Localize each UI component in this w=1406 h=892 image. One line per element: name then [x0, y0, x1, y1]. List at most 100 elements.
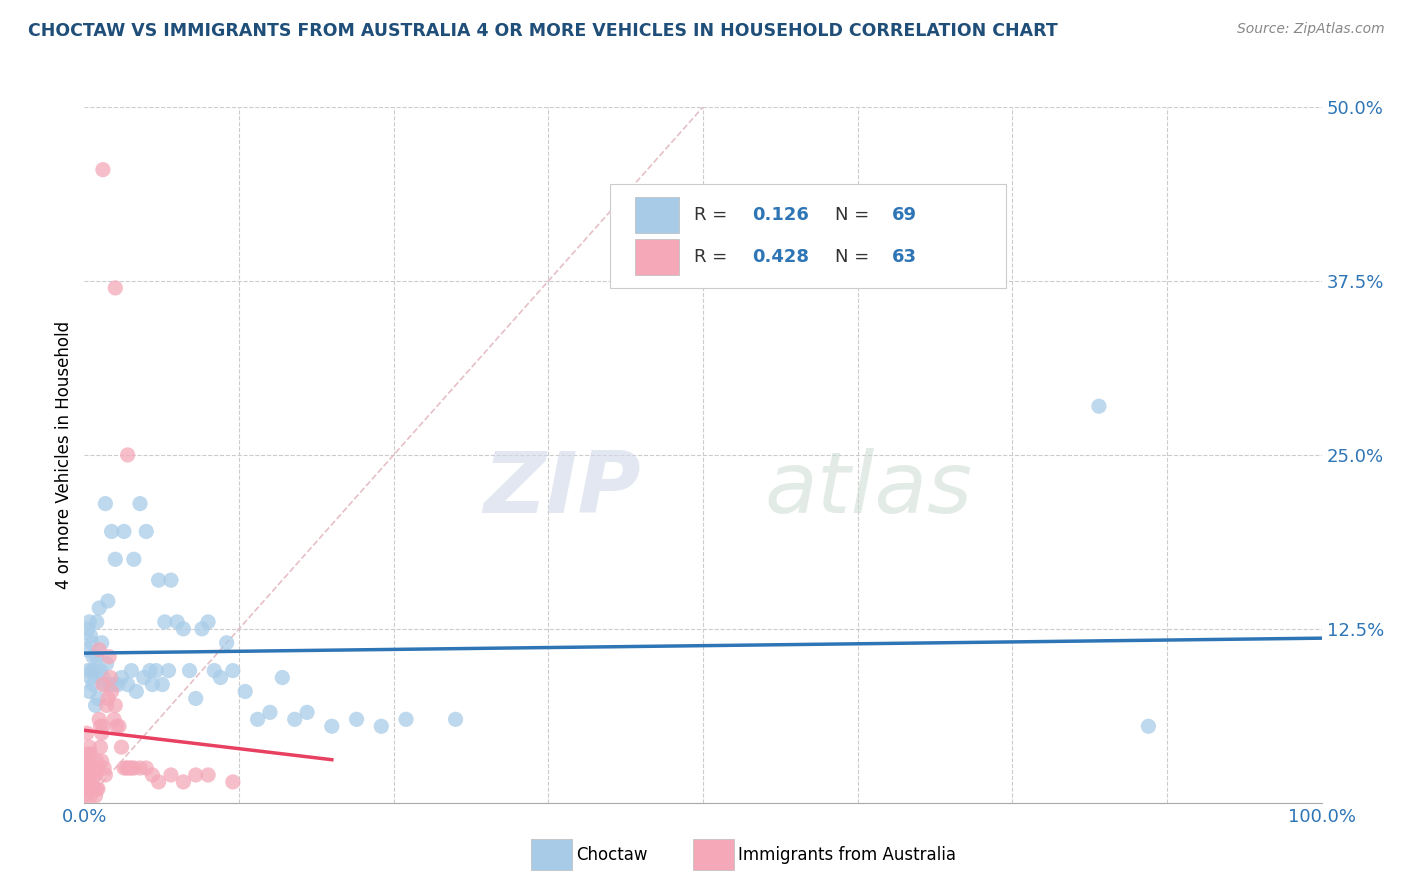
Point [129, 497, 152, 511]
Point [145, 664, 167, 678]
FancyBboxPatch shape [636, 197, 679, 233]
Point [160, 573, 183, 587]
Point [75, 789, 97, 803]
Point [1137, 719, 1160, 733]
Point [75, 768, 97, 782]
Point [122, 761, 145, 775]
Point [222, 775, 245, 789]
Point [105, 719, 128, 733]
Point [87, 691, 110, 706]
Point [86, 615, 108, 629]
Text: 63: 63 [893, 248, 917, 266]
Point [89, 719, 111, 733]
Point [104, 281, 127, 295]
Point [97, 594, 120, 608]
Point [172, 622, 194, 636]
Point [148, 775, 170, 789]
Point [90, 726, 112, 740]
Point [97, 691, 120, 706]
Text: 0.428: 0.428 [752, 248, 810, 266]
Point [98, 649, 121, 664]
Point [160, 768, 183, 782]
Y-axis label: 4 or more Vehicles in Household: 4 or more Vehicles in Household [55, 321, 73, 589]
Point [107, 677, 129, 691]
Point [82, 677, 104, 691]
Point [98, 671, 121, 685]
Point [172, 775, 194, 789]
Point [166, 615, 188, 629]
FancyBboxPatch shape [610, 184, 1007, 288]
Point [79, 615, 101, 629]
Point [139, 664, 162, 678]
Point [89, 601, 111, 615]
Point [129, 761, 152, 775]
Point [295, 706, 318, 720]
Point [94, 497, 117, 511]
Text: Source: ZipAtlas.com: Source: ZipAtlas.com [1237, 22, 1385, 37]
Point [117, 448, 139, 462]
Point [98, 677, 121, 691]
Text: CHOCTAW VS IMMIGRANTS FROM AUSTRALIA 4 OR MORE VEHICLES IN HOUSEHOLD CORRELATION: CHOCTAW VS IMMIGRANTS FROM AUSTRALIA 4 O… [28, 22, 1057, 40]
Point [91, 671, 114, 685]
Point [93, 761, 115, 775]
Point [100, 684, 122, 698]
Point [120, 664, 142, 678]
Point [79, 781, 101, 796]
Point [77, 747, 100, 761]
Point [96, 657, 118, 671]
Point [79, 671, 101, 685]
Point [370, 719, 392, 733]
Point [77, 664, 100, 678]
Point [148, 573, 170, 587]
Point [112, 761, 135, 775]
Point [104, 552, 127, 566]
Point [135, 761, 157, 775]
Point [82, 761, 104, 775]
Point [197, 768, 219, 782]
Point [89, 664, 111, 678]
Point [77, 775, 100, 789]
Text: R =: R = [695, 248, 734, 266]
Point [1088, 399, 1111, 413]
Text: 69: 69 [893, 206, 917, 224]
Point [80, 664, 103, 678]
Point [215, 636, 238, 650]
Point [82, 781, 104, 796]
Point [246, 712, 269, 726]
Point [84, 789, 107, 803]
Point [79, 747, 101, 761]
Point [91, 719, 114, 733]
Point [96, 698, 118, 713]
Point [86, 781, 108, 796]
Point [76, 754, 98, 768]
Point [80, 781, 103, 796]
Point [202, 664, 225, 678]
Point [141, 768, 163, 782]
Text: 0.126: 0.126 [752, 206, 810, 224]
Point [79, 768, 101, 782]
Point [103, 712, 125, 726]
Point [233, 684, 256, 698]
Point [191, 622, 214, 636]
Text: R =: R = [695, 206, 734, 224]
Point [141, 677, 163, 691]
Point [79, 761, 101, 775]
Point [86, 754, 108, 768]
Point [346, 712, 368, 726]
Point [120, 761, 142, 775]
Point [82, 649, 104, 664]
Point [157, 664, 180, 678]
Point [444, 712, 467, 726]
Point [117, 677, 139, 691]
Point [84, 698, 107, 713]
Point [90, 754, 112, 768]
Point [83, 664, 105, 678]
Text: Choctaw: Choctaw [576, 846, 648, 863]
Point [122, 552, 145, 566]
Point [135, 524, 157, 539]
Text: atlas: atlas [765, 448, 973, 532]
Point [79, 740, 101, 755]
Point [197, 615, 219, 629]
Point [76, 642, 98, 657]
Point [112, 524, 135, 539]
